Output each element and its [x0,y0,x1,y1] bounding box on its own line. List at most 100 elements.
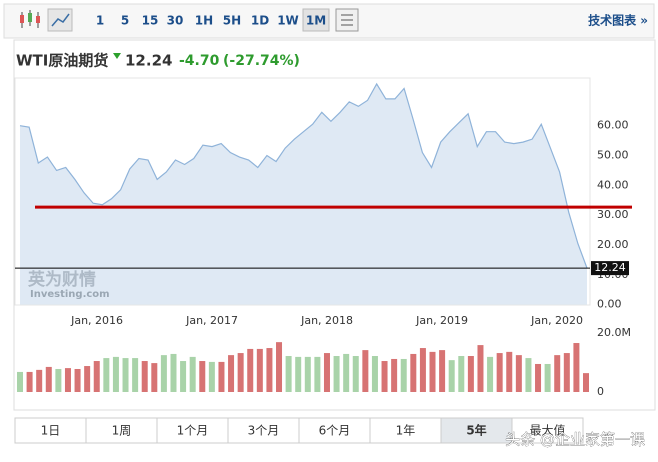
volume-bar [304,356,311,392]
volume-bar [515,355,522,392]
volume-bar [352,356,359,392]
volume-bar [151,363,158,392]
volume-bar [333,356,340,392]
range-tab[interactable] [369,417,442,444]
volume-bar [371,356,378,392]
interval-button[interactable]: 5H [223,14,241,28]
change: -4.70 [179,53,220,69]
x-tick-label: Jan, 2016 [70,314,123,327]
volume-bar [535,363,542,392]
range-tab-label[interactable]: 3个月 [248,424,280,438]
volume-bar [45,366,52,392]
last-price-box [591,261,629,276]
volume-bar [218,361,225,392]
range-tab-label[interactable]: 5年 [466,423,486,438]
volume-bar [314,356,321,392]
volume-bar [36,369,43,392]
range-tab[interactable] [511,417,584,444]
volume-bar [525,358,532,392]
x-tick-label: Jan, 2019 [415,314,468,327]
volume-bar [554,355,561,392]
interval-button[interactable]: 5 [121,14,129,28]
interval-button[interactable]: 1 [96,14,104,28]
volume-bar [74,368,81,392]
interval-button[interactable]: 30 [167,14,184,28]
last-price-label: 12.24 [594,261,626,274]
volume-tick-label: 0 [597,385,604,398]
technical-chart-link[interactable]: 技术图表 » [588,13,648,28]
candle-icon[interactable] [20,10,40,28]
interval-button[interactable]: 1M [306,14,326,28]
range-tabs: 1日 1周 1个月 3个月 6个月 1年 5年 最大值 [14,417,584,444]
volume-bar [160,355,167,392]
y-tick-label: 20.00 [597,238,629,251]
volume-bar [439,350,446,392]
y-tick-label: 0.00 [597,298,622,311]
volume-bar [496,353,503,392]
last-price: 12.24 [125,52,172,70]
chart-panel [13,39,656,411]
volume-bar [276,342,283,392]
range-tab-label[interactable]: 最大值 [529,423,565,438]
interval-button[interactable]: 15 [142,14,159,28]
range-tab-label[interactable]: 1个月 [177,424,209,438]
volume-bar [112,356,119,392]
range-tab[interactable] [227,417,300,444]
volume-bar [141,361,148,392]
volume-bar [228,355,235,392]
volume-bar [199,361,206,392]
watermark-cn: 英为财情 [28,269,96,290]
range-tab[interactable] [14,417,87,444]
range-tab-label[interactable]: 1日 [41,424,61,438]
y-tick-label: 60.00 [597,119,629,132]
volume-bar [410,353,417,392]
range-tab-label[interactable]: 1年 [396,424,416,438]
interval-button[interactable]: 1H [195,14,213,28]
range-tab-label[interactable]: 1周 [112,424,132,438]
volume-bar [544,363,551,392]
volume-bar [583,373,589,392]
range-tab-label[interactable]: 6个月 [319,424,351,438]
range-tab[interactable] [156,417,229,444]
overlay-watermark: 头条 @企业家第一课 [505,431,645,449]
change-pct: (-27.74%) [223,53,300,69]
volume-bar [256,348,263,392]
volume-bar [419,348,426,392]
volume-bar [343,353,350,392]
volume-bar [285,356,292,392]
volume-bar [237,353,244,392]
volume-bar [26,371,33,392]
volume-bar [103,358,110,392]
volume-bar [132,358,139,392]
volume-bar [323,353,330,392]
volume-bar [573,343,580,392]
range-tab[interactable] [298,417,371,444]
volume-bar [506,351,513,392]
volume-bar [467,356,474,392]
volume-bar [295,356,302,392]
volume-bar [55,368,62,392]
interval-button[interactable]: 1D [251,14,269,28]
volume-bar [487,356,494,392]
volume-bar [448,360,455,392]
volume-bar [563,353,570,392]
volume-bar [266,348,273,392]
volume-bar [362,350,369,392]
y-tick-label: 40.00 [597,178,629,191]
interval-button[interactable]: 1W [277,14,299,28]
watermark-en: Investing.com [30,289,110,300]
instrument-name: WTI原油期货 [16,52,108,70]
volume-bar [477,345,484,392]
volume-bar [93,361,100,392]
volume-bar [381,361,388,392]
y-tick-label: 30.00 [597,208,629,221]
volume-tick-label: 20.0M [597,326,631,339]
range-tab[interactable] [85,417,158,444]
price-area [20,83,587,305]
volume-bar [170,353,177,392]
line-icon-glyph [51,13,70,27]
price-line [19,82,588,269]
